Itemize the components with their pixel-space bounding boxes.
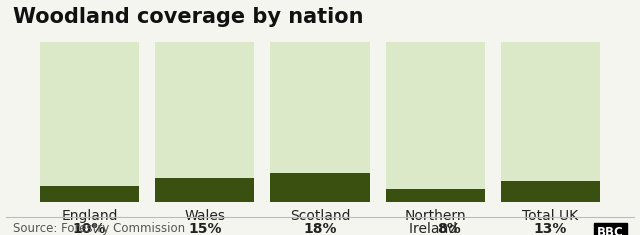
Bar (270, 173, 370, 202)
Text: Source: Forestry Commission: Source: Forestry Commission (13, 222, 185, 235)
Text: Wales: Wales (184, 209, 225, 223)
Text: Northern: Northern (404, 209, 466, 223)
Bar (270, 42, 370, 173)
Text: Total UK: Total UK (522, 209, 579, 223)
Text: 15%: 15% (188, 222, 221, 235)
Bar (40, 42, 140, 186)
Text: Woodland coverage by nation: Woodland coverage by nation (13, 7, 364, 27)
Bar (385, 189, 485, 202)
Text: Ireland: Ireland (409, 222, 461, 235)
Bar (155, 178, 254, 202)
Text: 10%: 10% (73, 222, 106, 235)
Bar (155, 42, 254, 178)
Bar (385, 42, 485, 189)
Text: 13%: 13% (534, 222, 567, 235)
Bar (500, 42, 600, 181)
Text: Scotland: Scotland (290, 209, 350, 223)
Text: 8%: 8% (437, 222, 461, 235)
Bar (500, 181, 600, 202)
Bar (40, 186, 140, 202)
Text: England: England (61, 209, 118, 223)
Text: 18%: 18% (303, 222, 337, 235)
Text: BBC: BBC (597, 226, 624, 235)
